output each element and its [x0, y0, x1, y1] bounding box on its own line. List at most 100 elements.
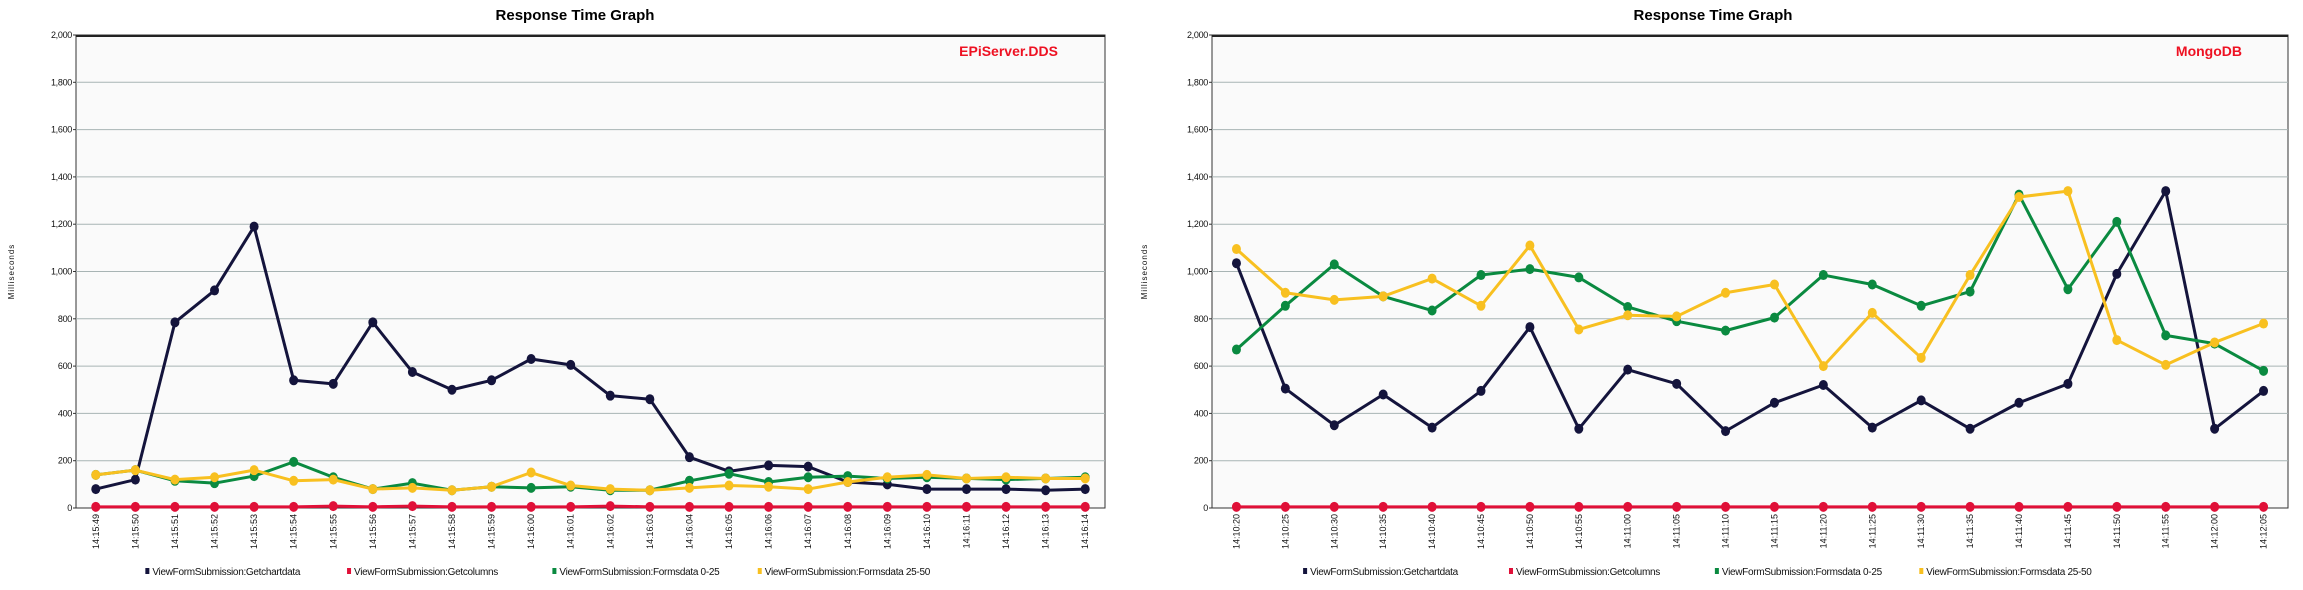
- y-tick-label: 400: [58, 408, 72, 418]
- x-tick-label: 14:15:52: [210, 514, 220, 549]
- data-point: [130, 465, 140, 476]
- data-point: [1916, 501, 1926, 512]
- data-point: [803, 461, 813, 472]
- data-point: [922, 484, 932, 495]
- data-point: [2063, 378, 2073, 389]
- data-point: [249, 465, 259, 476]
- x-tick-label: 14:15:50: [130, 514, 140, 549]
- data-point: [1280, 287, 1290, 298]
- data-point: [368, 317, 378, 328]
- data-point: [487, 501, 497, 512]
- legend-label: ViewFormSubmission:Getcolumns: [354, 567, 498, 578]
- data-point: [447, 485, 457, 496]
- data-point: [1329, 501, 1339, 512]
- data-point: [843, 501, 853, 512]
- x-tick-label: 14:12:00: [2210, 514, 2220, 549]
- data-point: [2161, 359, 2171, 370]
- x-tick-label: 14:15:59: [487, 514, 497, 549]
- data-point: [1916, 395, 1926, 406]
- chart-title: Response Time Graph: [496, 7, 655, 24]
- y-tick-label: 600: [1194, 361, 1208, 371]
- x-tick-label: 14:15:53: [249, 514, 259, 549]
- data-point: [1231, 344, 1241, 355]
- chart-annotation: EPiServer.DDS: [959, 43, 1058, 59]
- chart-title: Response Time Graph: [1634, 7, 1793, 24]
- data-point: [289, 375, 299, 386]
- data-point: [289, 456, 299, 467]
- data-point: [2112, 216, 2122, 227]
- data-point: [289, 501, 299, 512]
- data-point: [1574, 423, 1584, 434]
- data-point: [210, 285, 220, 296]
- data-point: [1623, 501, 1633, 512]
- data-point: [2112, 501, 2122, 512]
- series-line-formsdata-25-50: [95, 468, 1086, 492]
- x-tick-label: 14:16:01: [566, 514, 576, 549]
- data-point: [566, 359, 576, 370]
- data-point: [1672, 378, 1682, 389]
- legend-label: ViewFormSubmission:Formsdata 25-50: [1926, 567, 2092, 578]
- data-point: [1769, 279, 1779, 290]
- data-point: [1867, 307, 1877, 318]
- data-point: [1721, 426, 1731, 437]
- data-point: [2259, 365, 2269, 376]
- data-point: [2259, 385, 2269, 396]
- data-point: [1378, 291, 1388, 302]
- y-tick-label: 1,200: [1187, 219, 1208, 229]
- data-point: [130, 474, 140, 485]
- data-point: [1476, 270, 1486, 281]
- data-point: [1965, 501, 1975, 512]
- x-tick-label: 14:16:04: [684, 514, 694, 549]
- data-point: [407, 501, 417, 512]
- legend-swatch: [1919, 568, 1924, 574]
- data-point: [645, 394, 655, 405]
- data-point: [1329, 420, 1339, 431]
- data-point: [2063, 284, 2073, 295]
- data-point: [2112, 268, 2122, 279]
- data-point: [487, 375, 497, 386]
- data-point: [1867, 422, 1877, 433]
- data-point: [1867, 279, 1877, 290]
- data-point: [526, 482, 536, 493]
- data-point: [2014, 192, 2024, 203]
- data-point: [1231, 244, 1241, 255]
- data-point: [1080, 473, 1090, 484]
- data-point: [1867, 501, 1877, 512]
- x-tick-label: 14:11:05: [1672, 514, 1682, 548]
- y-tick-label: 2,000: [51, 30, 72, 40]
- data-point: [724, 468, 734, 479]
- legend-swatch: [552, 568, 557, 574]
- y-tick-label: 0: [67, 503, 72, 513]
- data-point: [843, 476, 853, 487]
- data-point: [1818, 501, 1828, 512]
- y-tick-label: 2,000: [1187, 30, 1208, 40]
- data-point: [764, 481, 774, 492]
- chart-annotation: MongoDB: [2176, 43, 2242, 59]
- data-point: [407, 482, 417, 493]
- legend-swatch: [1508, 568, 1513, 574]
- data-point: [2161, 501, 2171, 512]
- y-tick-label: 1,400: [51, 172, 72, 182]
- legend-label: ViewFormSubmission:Getcolumns: [1516, 567, 1660, 578]
- data-point: [170, 317, 180, 328]
- x-tick-label: 14:15:56: [368, 514, 378, 549]
- x-tick-label: 14:10:35: [1378, 514, 1388, 549]
- data-point: [1623, 301, 1633, 312]
- legend-label: ViewFormSubmission:Getchartdata: [152, 567, 301, 578]
- data-point: [684, 452, 694, 463]
- data-point: [922, 469, 932, 480]
- data-point: [961, 484, 971, 495]
- data-point: [684, 501, 694, 512]
- data-point: [2014, 397, 2024, 408]
- data-point: [1525, 501, 1535, 512]
- data-point: [2210, 337, 2220, 348]
- x-tick-label: 14:15:55: [328, 514, 338, 549]
- y-tick-label: 0: [1203, 503, 1208, 513]
- legend-label: ViewFormSubmission:Formsdata 25-50: [765, 567, 931, 578]
- series-line-formsdata-25-50: [1235, 189, 2265, 368]
- x-tick-label: 14:10:50: [1525, 514, 1535, 549]
- data-point: [2161, 330, 2171, 341]
- x-tick-label: 14:16:07: [803, 514, 813, 549]
- data-point: [645, 501, 655, 512]
